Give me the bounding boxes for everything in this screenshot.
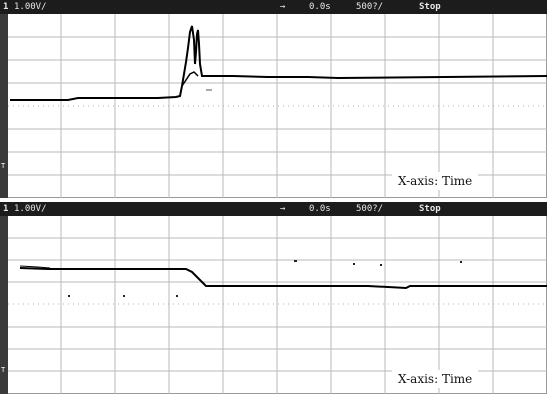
channel-rail: T bbox=[0, 14, 8, 198]
status-bar: 1 1.00V/ → 0.0s 500?/ Stop bbox=[0, 0, 547, 14]
trigger-level-marker-icon[interactable]: T bbox=[1, 366, 6, 374]
waveform-graticule bbox=[8, 14, 547, 198]
status-bar: 1 1.00V/ → 0.0s 500?/ Stop bbox=[0, 202, 547, 216]
channel-rail: T bbox=[0, 216, 8, 394]
waveform-trace bbox=[10, 25, 547, 101]
waveform-trace bbox=[19, 267, 547, 290]
time-per-division[interactable]: 500?/ bbox=[356, 204, 384, 214]
channel-number[interactable]: 1 bbox=[3, 2, 9, 12]
trigger-arrow-icon: → bbox=[280, 2, 286, 12]
oscilloscope-panel-bottom: 1 1.00V/ → 0.0s 500?/ Stop T bbox=[0, 202, 547, 394]
trigger-arrow-icon: → bbox=[280, 204, 286, 214]
oscilloscope-panel-top: 1 1.00V/ → 0.0s 500?/ Stop T bbox=[0, 0, 547, 198]
x-axis-caption: X-axis: Time bbox=[392, 172, 479, 190]
time-offset[interactable]: 0.0s bbox=[309, 2, 331, 12]
channel-number[interactable]: 1 bbox=[3, 204, 9, 214]
time-offset[interactable]: 0.0s bbox=[309, 204, 331, 214]
run-state[interactable]: Stop bbox=[419, 2, 441, 12]
run-state[interactable]: Stop bbox=[419, 204, 441, 214]
x-axis-caption: X-axis: Time bbox=[392, 370, 479, 388]
time-per-division[interactable]: 500?/ bbox=[356, 2, 384, 12]
waveform-screen: X-axis: Time bbox=[8, 216, 547, 394]
trigger-level-marker-icon[interactable]: T bbox=[1, 162, 6, 170]
volts-per-division[interactable]: 1.00V/ bbox=[14, 204, 47, 214]
waveform-graticule bbox=[8, 216, 547, 394]
waveform-screen: X-axis: Time bbox=[8, 14, 547, 198]
volts-per-division[interactable]: 1.00V/ bbox=[14, 2, 47, 12]
